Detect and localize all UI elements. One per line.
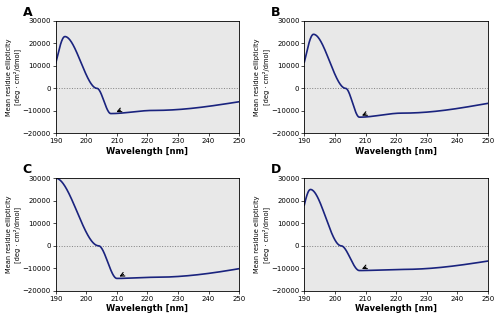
Text: A: A [22, 5, 32, 19]
Y-axis label: Mean residue ellipticity
[deg · cm²/dmol]: Mean residue ellipticity [deg · cm²/dmol… [254, 196, 270, 273]
Y-axis label: Mean residue ellipticity
[deg · cm²/dmol]: Mean residue ellipticity [deg · cm²/dmol… [6, 196, 21, 273]
Text: D: D [272, 163, 281, 176]
Text: C: C [22, 163, 32, 176]
X-axis label: Wavelength [nm]: Wavelength [nm] [106, 304, 188, 314]
X-axis label: Wavelength [nm]: Wavelength [nm] [355, 304, 437, 314]
Y-axis label: Mean residue ellipticity
[deg · cm²/dmol]: Mean residue ellipticity [deg · cm²/dmol… [254, 38, 270, 116]
Y-axis label: Mean residue ellipticity
[deg · cm²/dmol]: Mean residue ellipticity [deg · cm²/dmol… [6, 38, 21, 116]
X-axis label: Wavelength [nm]: Wavelength [nm] [355, 147, 437, 156]
X-axis label: Wavelength [nm]: Wavelength [nm] [106, 147, 188, 156]
Text: B: B [272, 5, 281, 19]
